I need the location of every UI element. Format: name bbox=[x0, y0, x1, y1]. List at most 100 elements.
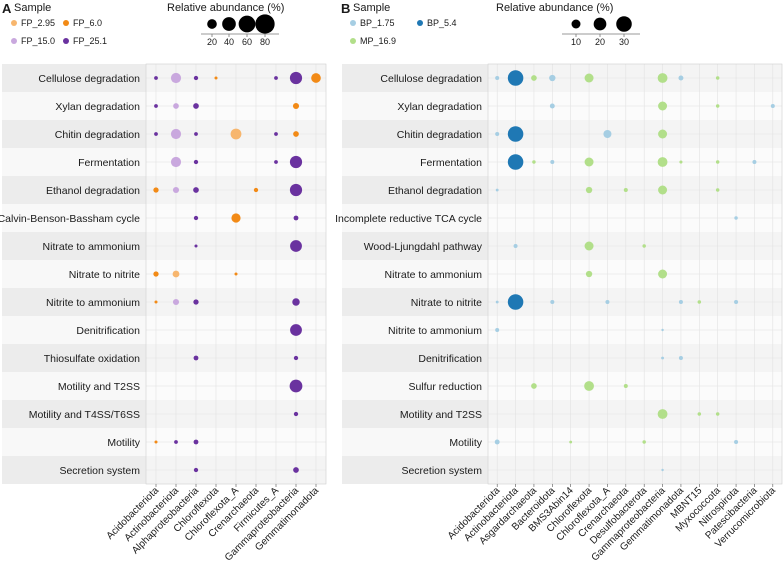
panel-b-dot-nitrite-to-ammonium-gammaproteobacteria bbox=[661, 328, 664, 332]
panel-a-row-band bbox=[2, 148, 146, 176]
panel-a-legend-size-label-80: 80 bbox=[260, 37, 270, 47]
panel-a-dot-nitrite-to-ammonium-alphaproteobacteria bbox=[193, 299, 199, 305]
panel-b-dot-nitrate-to-ammonium-chloroflexota bbox=[585, 270, 593, 278]
panel-b-dot-sulfur-reduction-chloroflexota bbox=[584, 381, 594, 391]
panel-a-legend-label-fp-6-0: FP_6.0 bbox=[73, 18, 102, 28]
panel-b-dot-sulfur-reduction-asgardarchaeota bbox=[531, 383, 537, 389]
panel-b-dot-nitrate-to-ammonium-gammaproteobacteria bbox=[658, 269, 668, 279]
panel-a-row-label-motility-and-t4ss-t6ss: Motility and T4SS/T6SS bbox=[29, 409, 140, 421]
panel-b-dot-nitrate-to-nitrite-mbnt15 bbox=[697, 300, 702, 304]
panel-b-dot-nitrate-to-nitrite-actinobacteriota bbox=[507, 294, 524, 310]
panel-b-dot-wood-ljungdahl-pathway-desulfobacterota bbox=[642, 244, 646, 248]
panel-a-legend-swatch-fp-15-0 bbox=[11, 38, 17, 44]
panel-a-dot-calvin-benson-bassham-cycle-gammaproteobacteria bbox=[293, 215, 299, 221]
panel-b-dot-xylan-degradation-gammaproteobacteria bbox=[658, 101, 668, 111]
panel-b-dot-denitrification-gemmatimonadota bbox=[678, 355, 683, 361]
panel-a-dot-ethanol-degradation-alphaproteobacteria bbox=[193, 187, 199, 193]
panel-a-legend-label-fp-2-95: FP_2.95 bbox=[21, 18, 55, 28]
panel-b-dot-cellulose-degradation-acidobacteriota bbox=[495, 75, 500, 81]
panel-b-dot-cellulose-degradation-asgardarchaeota bbox=[531, 75, 537, 81]
panel-a-legend-sample-title: Sample bbox=[14, 2, 51, 14]
panel-a-dot-nitrate-to-ammonium-alphaproteobacteria bbox=[194, 244, 198, 248]
panel-a-dot-nitrate-to-nitrite-actinobacteriota bbox=[172, 270, 180, 278]
panel-b-row-band bbox=[342, 344, 488, 372]
panel-a-legend-label-fp-15-0: FP_15.0 bbox=[21, 36, 55, 46]
panel-a-dot-secretion-system-alphaproteobacteria bbox=[193, 467, 199, 473]
panel-b-row-label-secretion-system: Secretion system bbox=[401, 465, 482, 477]
panel-b-row-label-wood-ljungdahl-pathway: Wood-Ljungdahl pathway bbox=[364, 241, 483, 253]
panel-a-dot-cellulose-degradation-acidobacteriota bbox=[154, 76, 158, 80]
panel-a-dot-fermentation-gammaproteobacteria bbox=[289, 155, 303, 169]
panel-b-dot-incomplete-reductive-tca-cycle-nitrospirota bbox=[734, 216, 738, 220]
panel-b-legend-size-label-30: 30 bbox=[619, 37, 629, 47]
panel-a-row-label-motility-and-t2ss: Motility and T2SS bbox=[58, 381, 140, 393]
panel-a-row-band bbox=[2, 92, 146, 120]
panel-a-legend-size-dot-20 bbox=[207, 19, 217, 29]
panel-a-row-band bbox=[2, 344, 146, 372]
panel-b-legend-label-mp-16-9: MP_16.9 bbox=[360, 36, 396, 46]
panel-b-dot-ethanol-degradation-crenarchaeota bbox=[623, 187, 628, 193]
panel-b-row-label-sulfur-reduction: Sulfur reduction bbox=[408, 381, 482, 393]
panel-b-row-label-motility-and-t2ss: Motility and T2SS bbox=[400, 409, 482, 421]
panel-b-row-label-ethanol-degradation: Ethanol degradation bbox=[388, 185, 482, 197]
panel-b-dot-ethanol-degradation-chloroflexota bbox=[585, 186, 593, 194]
panel-b-dot-motility-desulfobacterota bbox=[642, 440, 646, 444]
panel-b-plot-frame bbox=[487, 63, 783, 485]
panel-b-dot-secretion-system-gammaproteobacteria bbox=[661, 468, 664, 472]
panel-a-dot-ethanol-degradation-acidobacteriota bbox=[153, 187, 159, 193]
panel-b-row-band bbox=[342, 372, 488, 400]
panel-a-dot-calvin-benson-bassham-cycle-chloroflexota-a bbox=[231, 213, 241, 223]
panel-b-row-label-incomplete-reductive-tca-cycle: Incomplete reductive TCA cycle bbox=[335, 213, 482, 225]
panel-b-legend-swatch-mp-16-9 bbox=[350, 38, 356, 44]
panel-a-row-label-calvin-benson-bassham-cycle: Calvin-Benson-Bassham cycle bbox=[0, 213, 140, 225]
panel-a-dot-ethanol-degradation-crenarchaeota bbox=[253, 187, 259, 193]
panel-b-row-band bbox=[342, 204, 488, 232]
panel-b-row-band bbox=[342, 120, 488, 148]
panel-b-row-band bbox=[342, 456, 488, 484]
panel-b-dot-motility-and-t2ss-gammaproteobacteria bbox=[657, 409, 668, 419]
panel-b-dot-ethanol-degradation-gammaproteobacteria bbox=[658, 185, 668, 195]
panel-b-dot-motility-and-t2ss-mbnt15 bbox=[697, 412, 702, 416]
panel-b-dot-fermentation-myxococcota bbox=[715, 160, 720, 164]
panel-b-legend-size-title: Relative abundance (%) bbox=[496, 2, 613, 14]
panel-a-dot-nitrate-to-nitrite-acidobacteriota bbox=[153, 271, 159, 277]
panel-b-dot-fermentation-chloroflexota bbox=[584, 157, 594, 167]
panel-a-legend-size-dot-60 bbox=[238, 15, 256, 33]
panel-a-dot-fermentation-alphaproteobacteria bbox=[193, 159, 199, 165]
panel-b-dot-chitin-degradation-acidobacteriota bbox=[495, 131, 500, 137]
panel-a-legend-label-fp-25-1: FP_25.1 bbox=[73, 36, 107, 46]
panel-a-dot-fermentation-actinobacteriota bbox=[170, 156, 182, 168]
panel-a-dot-nitrite-to-ammonium-gammaproteobacteria bbox=[292, 298, 300, 306]
panel-a-legend-swatch-fp-25-1 bbox=[63, 38, 69, 44]
panel-b-row-label-chitin-degradation: Chitin degradation bbox=[397, 129, 482, 141]
panel-b-dot-fermentation-gammaproteobacteria bbox=[657, 157, 668, 167]
panel-b-dot-cellulose-degradation-gammaproteobacteria bbox=[657, 73, 668, 83]
panel-b-dot-fermentation-gemmatimonadota bbox=[679, 160, 683, 164]
panel-a-dot-thiosulfate-oxidation-alphaproteobacteria bbox=[193, 355, 199, 361]
panel-a-dot-ethanol-degradation-actinobacteriota bbox=[172, 186, 180, 194]
panel-a-row-band bbox=[2, 288, 146, 316]
panel-a-dot-calvin-benson-bassham-cycle-alphaproteobacteria bbox=[193, 215, 199, 221]
panel-a-row-label-thiosulfate-oxidation: Thiosulfate oxidation bbox=[44, 353, 140, 365]
panel-b-dot-fermentation-actinobacteriota bbox=[507, 154, 524, 170]
panel-a-dot-cellulose-degradation-gemmatimonadota bbox=[311, 73, 321, 83]
panel-b-dot-xylan-degradation-myxococcota bbox=[715, 104, 720, 108]
panel-b-dot-nitrate-to-nitrite-gemmatimonadota bbox=[678, 299, 683, 305]
panel-a-dot-nitrite-to-ammonium-acidobacteriota bbox=[154, 300, 158, 304]
panel-a-row-label-nitrite-to-ammonium: Nitrite to ammonium bbox=[46, 297, 140, 309]
panel-a-row-label-xylan-degradation: Xylan degradation bbox=[55, 101, 140, 113]
panel-a-dot-cellulose-degradation-actinobacteriota bbox=[170, 72, 182, 84]
panel-b-row-band bbox=[342, 260, 488, 288]
panel-a-row-label-motility: Motility bbox=[107, 437, 140, 449]
panel-a-row-label-nitrate-to-nitrite: Nitrate to nitrite bbox=[69, 269, 140, 281]
panel-b-dot-sulfur-reduction-crenarchaeota bbox=[623, 383, 628, 389]
panel-b-row-label-xylan-degradation: Xylan degradation bbox=[397, 101, 482, 113]
panel-b-row-band bbox=[342, 428, 488, 456]
panel-a-legend-size-title: Relative abundance (%) bbox=[167, 2, 284, 14]
panel-a-dot-cellulose-degradation-alphaproteobacteria bbox=[193, 75, 199, 81]
panel-a-row-band bbox=[2, 456, 146, 484]
panel-b-legend-size-dot-30 bbox=[616, 16, 632, 32]
panel-a-row-label-fermentation: Fermentation bbox=[78, 157, 140, 169]
panel-b-chart: Sample BP_1.75 BP_5.4 MP_16.9 Relative abund… bbox=[335, 2, 783, 563]
